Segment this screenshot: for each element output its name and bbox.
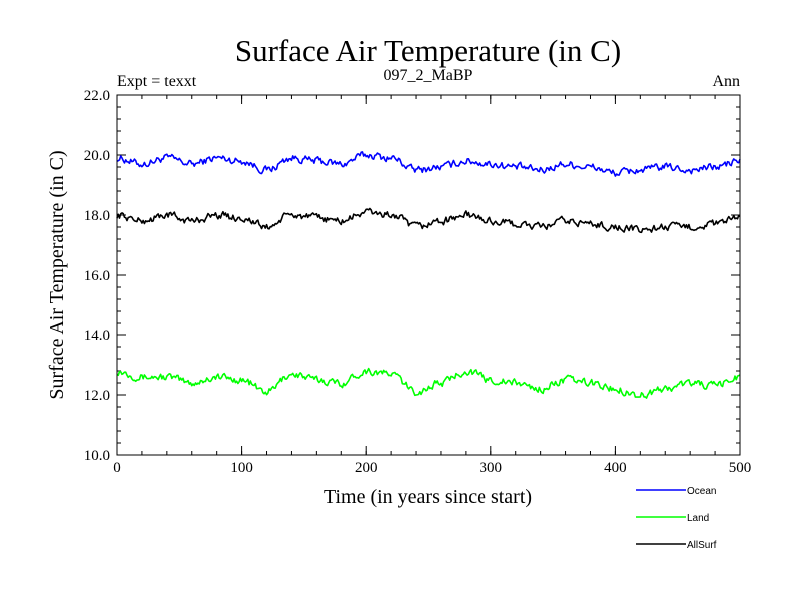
legend: Ocean Land AllSurf <box>636 486 717 551</box>
series-line-ocean <box>116 151 741 177</box>
y-tick-label: 12.0 <box>84 388 110 404</box>
x-tick-label: 500 <box>729 460 752 476</box>
legend-label-land: Land <box>687 513 709 524</box>
y-tick-label: 10.0 <box>84 448 110 464</box>
y-tick-label: 16.0 <box>84 268 110 284</box>
major-ticks <box>116 94 741 456</box>
x-axis-title: Time (in years since start) <box>324 486 532 508</box>
minor-ticks <box>116 94 741 456</box>
x-tick-label: 200 <box>355 460 378 476</box>
y-axis-title: Surface Air Temperature (in C) <box>46 150 68 399</box>
x-tick-label: 0 <box>113 460 121 476</box>
x-tick-label: 100 <box>230 460 253 476</box>
x-tick-label: 300 <box>480 460 503 476</box>
chart-title: Surface Air Temperature (in C) <box>235 33 621 68</box>
y-tick-label: 14.0 <box>84 328 110 344</box>
y-tick-label: 18.0 <box>84 208 110 224</box>
legend-label-allsurf: AllSurf <box>687 540 717 551</box>
y-tick-label: 22.0 <box>84 88 110 104</box>
y-tick-label: 20.0 <box>84 148 110 164</box>
season-label: Ann <box>712 73 740 90</box>
series-layer <box>116 151 741 399</box>
x-tick-labels: 0 100 200 300 400 500 <box>113 460 751 476</box>
experiment-label: Expt = texxt <box>117 73 197 90</box>
plot-frame <box>116 94 741 456</box>
y-tick-labels: 10.0 12.0 14.0 16.0 18.0 20.0 22.0 <box>84 88 110 464</box>
series-line-land <box>116 367 741 399</box>
legend-label-ocean: Ocean <box>687 486 716 497</box>
chart-subtitle: 097_2_MaBP <box>384 67 473 84</box>
x-tick-label: 400 <box>604 460 627 476</box>
series-line-allsurf <box>116 207 741 234</box>
